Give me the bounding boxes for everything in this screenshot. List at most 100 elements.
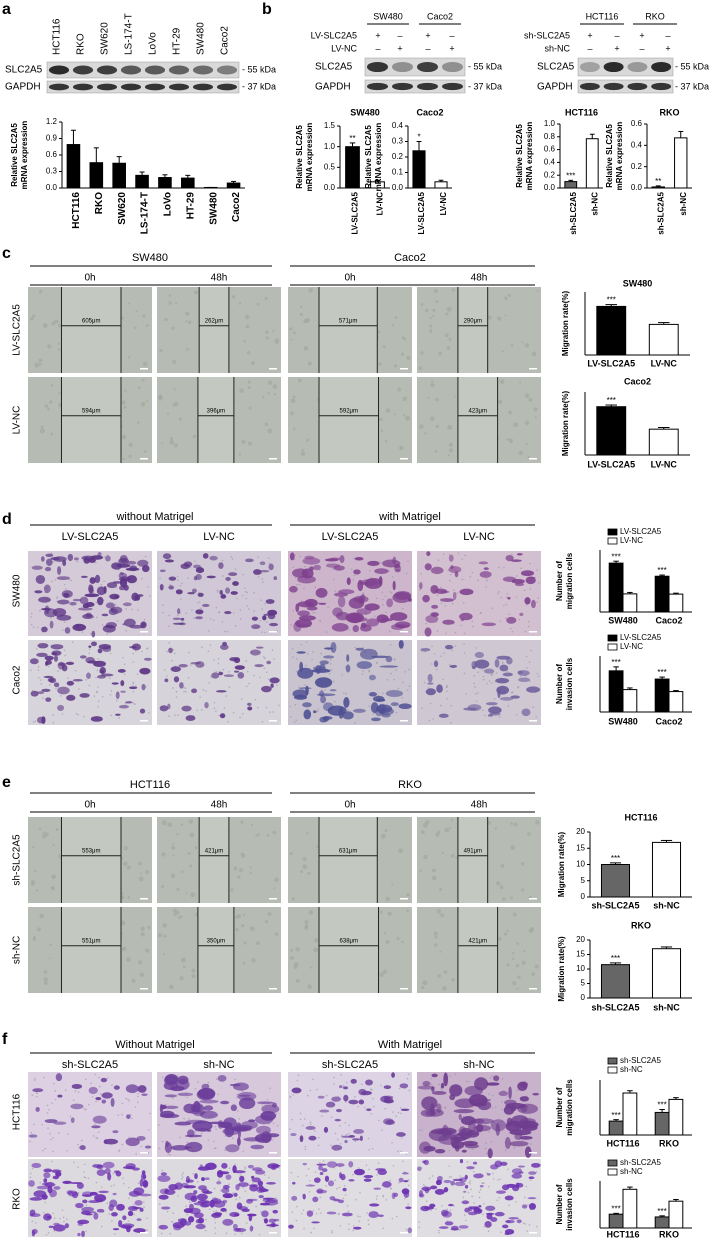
pore	[193, 617, 195, 619]
pore	[295, 720, 297, 722]
pore	[52, 1213, 54, 1215]
pore	[176, 691, 178, 693]
cell-texture	[147, 926, 150, 929]
pore	[497, 1179, 499, 1181]
pore	[261, 608, 263, 610]
stained-cell	[418, 1086, 435, 1090]
stained-cell	[163, 1106, 178, 1109]
stained-cell	[505, 1220, 515, 1223]
pore	[438, 559, 440, 561]
pore	[471, 572, 473, 574]
cell-texture	[516, 964, 519, 967]
pore	[348, 629, 350, 631]
pore	[109, 677, 111, 679]
stained-cell	[271, 1165, 280, 1167]
pore	[452, 603, 454, 605]
cell-texture	[49, 943, 52, 946]
pore	[407, 689, 409, 691]
width-label: 592μm	[340, 408, 358, 414]
column-label: sh-NC	[463, 1059, 494, 1071]
pore	[247, 671, 249, 673]
cell-texture	[240, 820, 243, 823]
pore	[128, 1100, 130, 1102]
stained-cell	[318, 603, 326, 605]
cell-texture	[249, 407, 252, 410]
pore	[376, 1174, 378, 1176]
cell-texture	[161, 885, 164, 888]
pore	[30, 1173, 32, 1175]
cell-texture	[403, 414, 406, 417]
pore	[316, 1213, 318, 1215]
stained-cell	[464, 1208, 470, 1213]
x-tick-label: Caco2	[655, 716, 682, 726]
pore	[86, 1204, 88, 1206]
cell-texture	[45, 404, 49, 408]
pore	[495, 1106, 497, 1108]
pore	[344, 1185, 346, 1187]
stained-cell	[207, 1122, 224, 1124]
pore	[117, 620, 119, 622]
pore	[257, 707, 259, 709]
cell-texture	[308, 362, 312, 366]
pore	[305, 664, 307, 666]
stained-cell	[353, 709, 366, 713]
y-tick-label: 0.4	[392, 121, 404, 130]
pore	[44, 1202, 46, 1204]
pore	[244, 587, 246, 589]
stained-cell	[251, 624, 260, 629]
pore	[135, 1153, 137, 1155]
stained-cell	[29, 1213, 40, 1217]
pore	[263, 656, 265, 658]
pore	[321, 1115, 323, 1117]
cell-texture	[267, 834, 270, 837]
stained-cell	[508, 1086, 511, 1099]
scratch-gap	[198, 377, 234, 463]
cell-texture	[406, 356, 410, 360]
pore	[169, 584, 171, 586]
stained-cell	[305, 1185, 315, 1187]
stained-cell	[303, 709, 311, 719]
pore	[257, 556, 259, 558]
stained-cell	[354, 1169, 365, 1175]
pore	[242, 595, 244, 597]
pore	[41, 683, 43, 685]
stained-cell	[90, 1211, 96, 1213]
pore	[189, 1201, 191, 1203]
blot-band	[442, 62, 463, 72]
pore	[408, 1074, 410, 1076]
pore	[95, 1137, 97, 1139]
bar	[597, 306, 626, 355]
legend-label: LV-NC	[620, 642, 643, 651]
pore	[203, 689, 205, 691]
pore	[499, 716, 501, 718]
pore	[348, 1210, 350, 1212]
cell-texture	[34, 363, 39, 368]
pore	[34, 1079, 36, 1081]
stained-cell	[57, 576, 70, 580]
pore	[450, 574, 452, 576]
pore	[331, 669, 333, 671]
scale-bar	[269, 1152, 277, 1154]
stained-cell	[341, 1136, 352, 1138]
row-label: LV-SLC2A5	[311, 30, 357, 40]
stained-cell	[85, 657, 94, 663]
stained-cell	[95, 575, 100, 583]
pore	[110, 694, 112, 696]
cell-texture	[247, 351, 251, 355]
stained-cell	[391, 1072, 395, 1078]
pore	[490, 1077, 492, 1079]
pore	[362, 670, 364, 672]
stained-cell	[496, 656, 510, 660]
stained-cell	[441, 1083, 444, 1089]
stained-cell	[176, 1079, 189, 1090]
pore	[319, 1197, 321, 1199]
stained-cell	[29, 1134, 38, 1137]
cell-texture	[402, 396, 407, 401]
pore	[135, 685, 137, 687]
pore	[296, 1220, 298, 1222]
cell-texture	[163, 953, 165, 955]
cell-texture	[276, 341, 278, 343]
significance: ***	[611, 1204, 620, 1213]
stained-cell	[475, 1099, 491, 1102]
stained-cell	[241, 1208, 250, 1212]
